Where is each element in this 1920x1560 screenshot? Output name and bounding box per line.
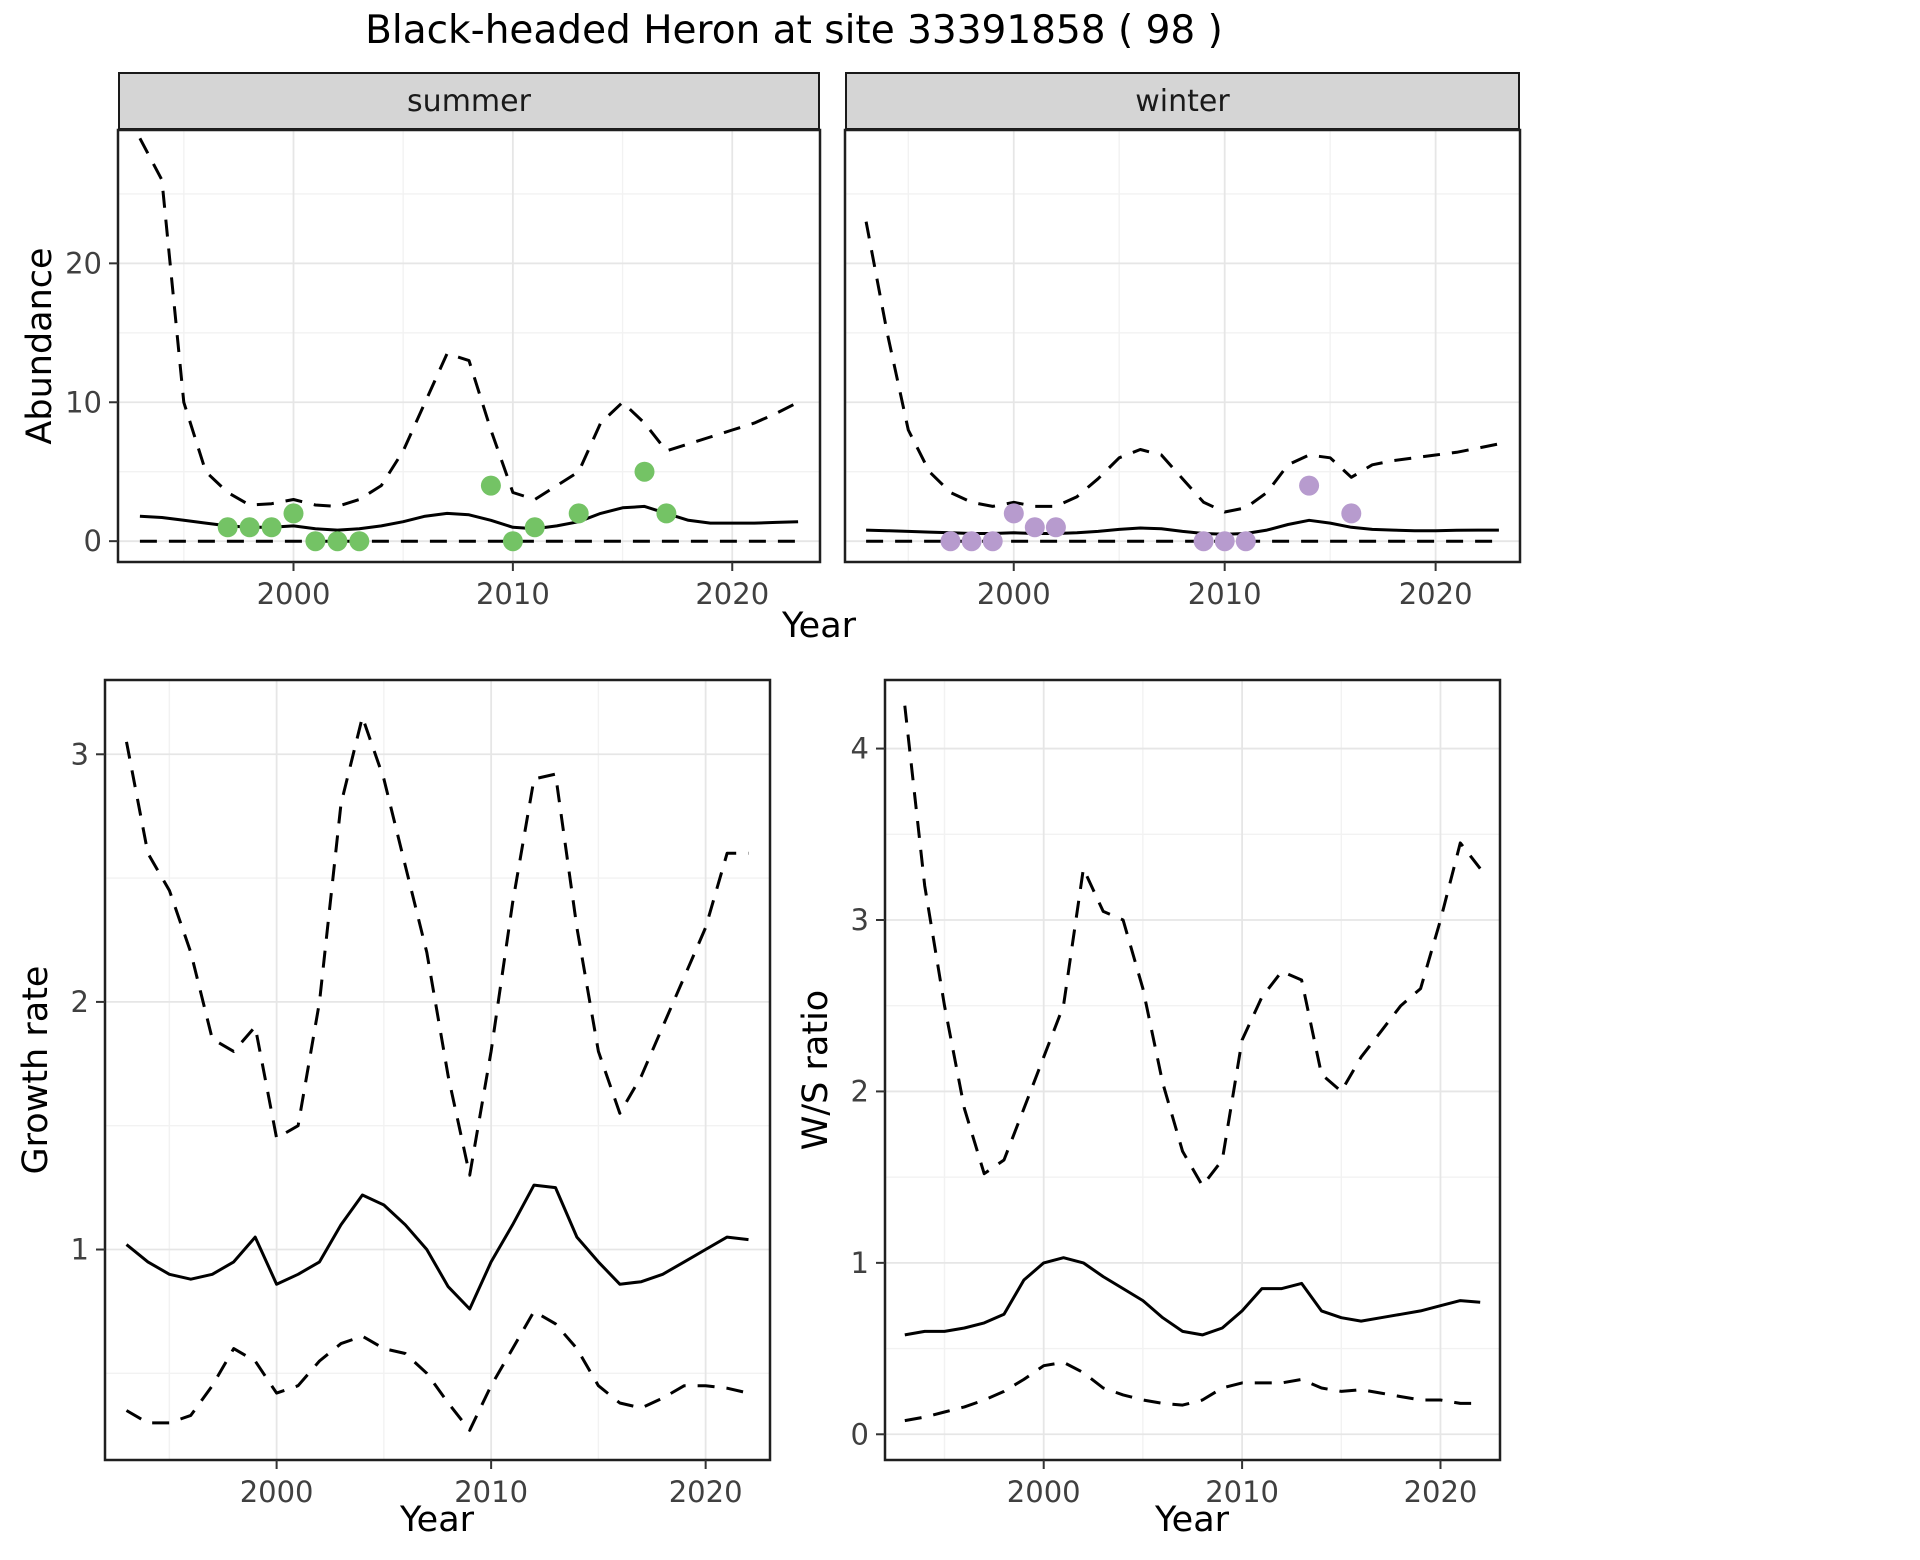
winter-observations-point [1214, 531, 1235, 552]
y-tick-label: 10 [65, 385, 102, 419]
abundance-summer-chart: 2000 2010 2020 0 10 20 [65, 128, 822, 611]
y-tick-label: 3 [71, 737, 89, 771]
x-tick-label: 2000 [240, 1475, 314, 1509]
growth-rate-lower-ci-line [125, 1309, 749, 1432]
winter-observations-point [1003, 503, 1024, 524]
abundance-winter-upper-ci-line [864, 221, 1500, 514]
panel-background [118, 130, 820, 562]
summer-observations-point [305, 531, 326, 552]
facet-strip-summer: summer [118, 72, 820, 130]
figure-title: Black-headed Heron at site 33391858 ( 98… [365, 8, 1223, 53]
summer-observations-point [261, 517, 282, 538]
facet-strip-winter-label: winter [1135, 83, 1230, 119]
x-tick-label: 2020 [669, 1475, 743, 1509]
winter-observations-point [1341, 503, 1362, 524]
winter-observations-point [982, 531, 1003, 552]
growth-rate-mean-line [125, 1183, 749, 1311]
winter-observations-point [961, 531, 982, 552]
x-axis-title-year-top: Year [781, 606, 857, 646]
x-tick-label: 2010 [476, 577, 550, 611]
summer-observations-point [349, 531, 370, 552]
winter-observations-point [1193, 531, 1214, 552]
summer-observations-point [327, 531, 348, 552]
summer-observations-point [239, 517, 260, 538]
panel-background [885, 680, 1500, 1460]
winter-observations-point [1045, 517, 1066, 538]
winter-observations-point [1235, 531, 1256, 552]
x-tick-label: 2010 [1205, 1475, 1279, 1509]
summer-observations-point [656, 503, 677, 524]
x-tick-label: 2020 [1404, 1475, 1478, 1509]
x-tick-label: 2000 [977, 577, 1051, 611]
summer-observations-point [502, 531, 523, 552]
summer-observations-point [568, 503, 589, 524]
summer-observations-point [217, 517, 238, 538]
x-tick-label: 2000 [257, 577, 331, 611]
ws-ratio-lower-ci-line [904, 1360, 1481, 1423]
panel-border [883, 678, 1502, 1462]
y-tick-label: 0 [84, 524, 102, 558]
x-tick-label: 2010 [454, 1475, 528, 1509]
x-tick-label: 2000 [1007, 1475, 1081, 1509]
y-tick-label: 0 [851, 1417, 869, 1451]
summer-observations-point [524, 517, 545, 538]
growth-rate-chart: 2000 2010 2020 1 2 3 [71, 678, 772, 1509]
x-axis-title-year-bottom-right: Year [1154, 1500, 1230, 1540]
x-tick-label: 2010 [1188, 577, 1262, 611]
y-tick-label: 4 [851, 732, 869, 766]
ws-ratio-chart: 2000 2010 2020 0 1 2 3 4 [851, 678, 1502, 1509]
ws-ratio-mean-line [904, 1256, 1481, 1337]
summer-observations-point [480, 475, 501, 496]
panel-background [845, 130, 1520, 562]
y-tick-label: 3 [851, 903, 869, 937]
winter-observations-point [940, 531, 961, 552]
y-tick-label: 1 [71, 1233, 89, 1267]
winter-observations-point [1024, 517, 1045, 538]
summer-observations-point [283, 503, 304, 524]
panel-border [103, 678, 772, 1462]
x-axis-title-year-bottom-left: Year [399, 1500, 475, 1540]
panel-background [105, 680, 770, 1460]
panel-border [116, 128, 822, 564]
facet-strip-summer-label: summer [407, 83, 531, 119]
ws-ratio-upper-ci-line [903, 705, 1482, 1188]
growth-rate-upper-ci-line [125, 715, 749, 1177]
abundance-winter-chart: 2000 2010 2020 [843, 128, 1522, 611]
abundance-summer-upper-ci-line [138, 137, 799, 508]
x-tick-label: 2020 [1399, 577, 1473, 611]
y-tick-label: 2 [71, 985, 89, 1019]
y-tick-label: 2 [851, 1074, 869, 1108]
y-tick-label: 1 [851, 1246, 869, 1280]
summer-observations-point [634, 461, 655, 482]
y-tick-label: 20 [65, 246, 102, 280]
panel-border [843, 128, 1522, 564]
x-tick-label: 2020 [695, 577, 769, 611]
winter-observations-point [1299, 475, 1320, 496]
